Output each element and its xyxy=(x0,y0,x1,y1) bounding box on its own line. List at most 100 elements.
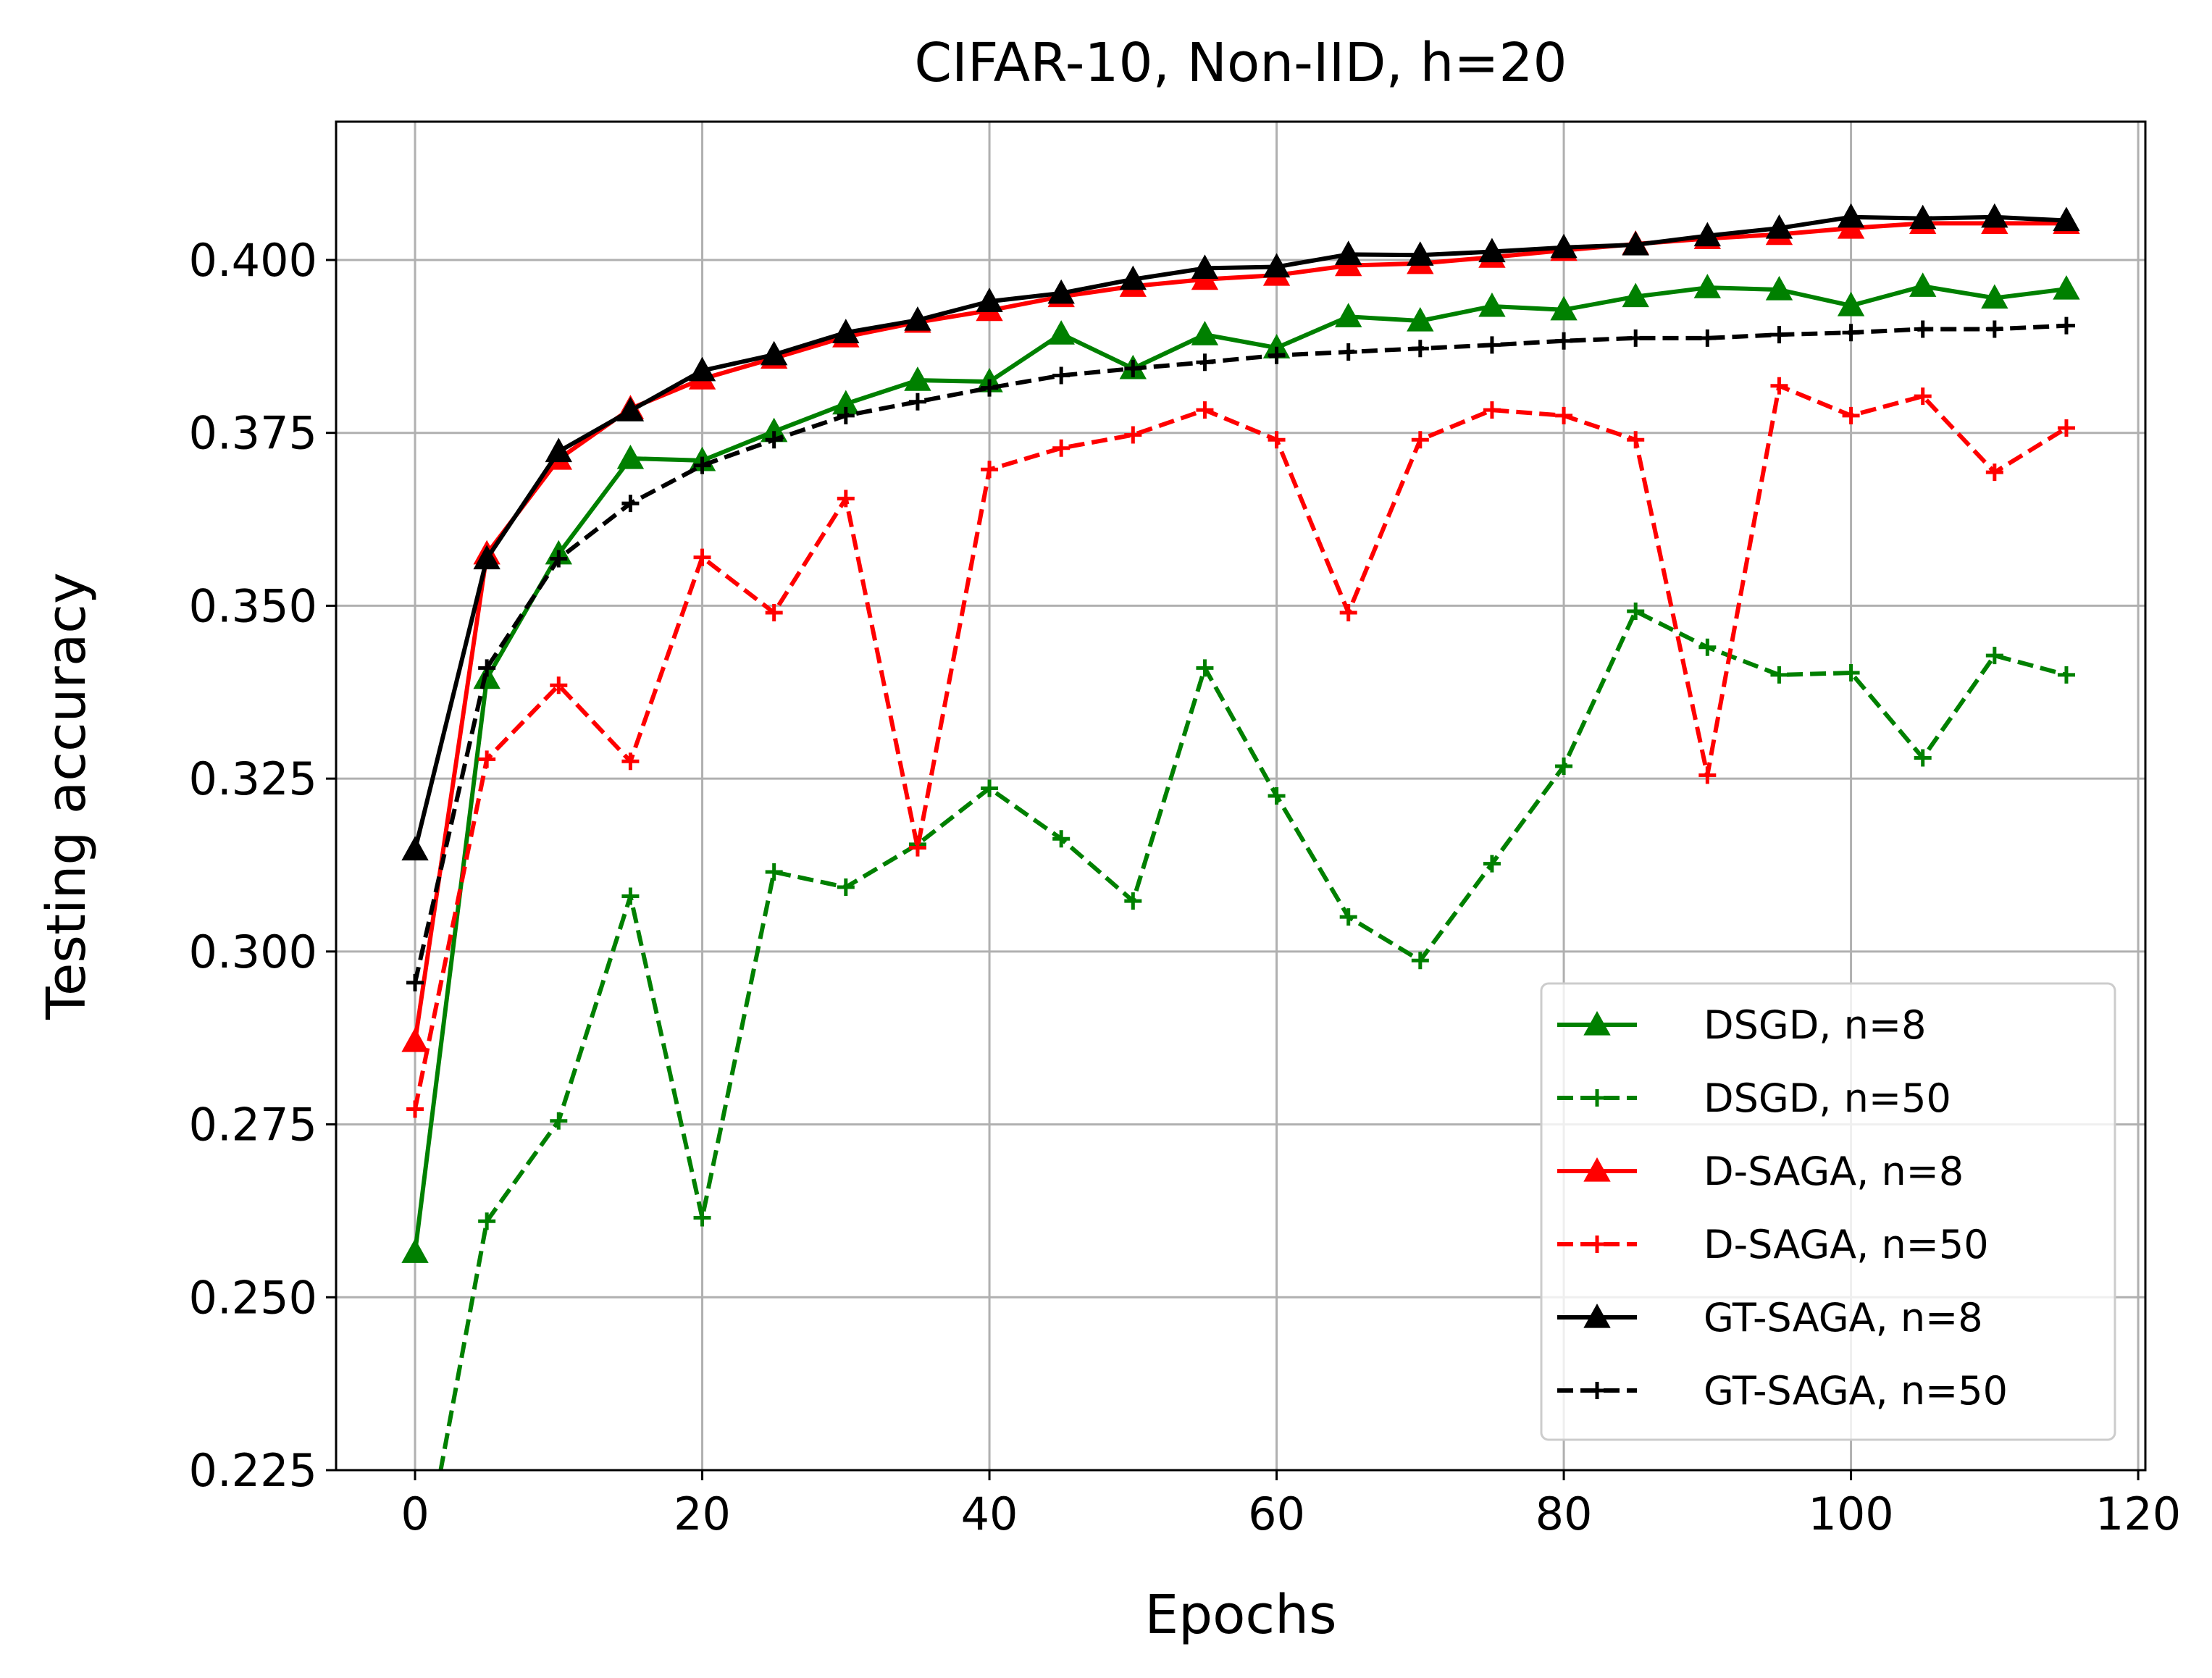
data-point xyxy=(1339,603,1357,621)
legend-marker xyxy=(1583,1303,1611,1328)
data-point xyxy=(406,973,424,991)
data-point xyxy=(1124,892,1142,910)
data-point xyxy=(1842,664,1860,682)
data-point xyxy=(693,1209,711,1227)
series-5 xyxy=(401,203,2080,861)
data-point xyxy=(1262,253,1291,278)
data-point xyxy=(688,356,716,382)
legend-marker xyxy=(1583,1157,1611,1182)
data-point xyxy=(1770,666,1788,684)
data-point xyxy=(1555,757,1573,775)
data-point xyxy=(765,603,783,621)
legend: DSGD, n=8 DSGD, n=50 D-SAGA, n=8 D-SAGA, n=… xyxy=(1540,982,2116,1441)
data-point xyxy=(1622,282,1649,308)
data-point xyxy=(1124,426,1142,444)
legend-label: GT-SAGA, n=8 xyxy=(1704,1295,1983,1341)
data-point xyxy=(2053,275,2080,300)
data-point xyxy=(1985,463,2003,482)
data-point xyxy=(1914,320,1932,338)
y-tick-label: 0.350 xyxy=(189,579,318,632)
data-point xyxy=(1052,830,1071,848)
x-tick-label: 120 xyxy=(2095,1488,2181,1540)
data-point xyxy=(473,545,500,570)
data-point xyxy=(1052,366,1071,385)
data-point xyxy=(1191,254,1219,280)
x-tick-label: 60 xyxy=(1248,1488,1305,1540)
data-point xyxy=(1985,320,2003,338)
data-point xyxy=(1698,329,1717,347)
data-point xyxy=(1693,222,1722,247)
data-point xyxy=(550,550,568,568)
data-point xyxy=(550,1112,568,1130)
series-6 xyxy=(406,316,2075,991)
y-tick-label: 0.375 xyxy=(189,407,318,460)
data-point xyxy=(904,366,931,391)
data-point xyxy=(1483,855,1501,873)
data-point xyxy=(1555,332,1573,350)
data-point xyxy=(2057,666,2075,684)
data-point xyxy=(981,779,999,797)
data-point xyxy=(1268,431,1286,449)
data-point xyxy=(1334,303,1362,327)
data-point xyxy=(1550,233,1578,259)
data-point xyxy=(1478,292,1506,317)
data-point xyxy=(1981,284,2008,309)
series-line xyxy=(413,323,2067,983)
legend-marker xyxy=(1588,1236,1606,1253)
data-point xyxy=(981,461,999,479)
data-point xyxy=(1411,431,1429,449)
data-point xyxy=(1693,274,1722,298)
data-point xyxy=(1627,431,1645,449)
data-point xyxy=(621,887,640,905)
legend-marker xyxy=(1588,1089,1606,1107)
data-point xyxy=(1627,329,1645,347)
x-tick-label: 40 xyxy=(961,1488,1018,1540)
series-2 xyxy=(438,603,2075,1470)
data-point xyxy=(1765,214,1793,239)
data-point xyxy=(401,1238,429,1263)
data-point xyxy=(1770,377,1788,395)
legend-box xyxy=(1540,982,2116,1441)
data-point xyxy=(1627,603,1645,621)
y-tick-label: 0.300 xyxy=(189,926,318,978)
legend-label: D-SAGA, n=50 xyxy=(1704,1222,1989,1267)
data-point xyxy=(478,659,496,677)
chart-title: CIFAR-10, Non-IID, h=20 xyxy=(914,32,1567,94)
data-point xyxy=(908,393,926,411)
legend-marker xyxy=(1588,1382,1606,1399)
y-tick-label: 0.400 xyxy=(189,234,318,287)
data-point xyxy=(401,1027,429,1052)
data-point xyxy=(478,1212,496,1230)
series-line xyxy=(413,221,2066,1042)
plot-frame xyxy=(335,120,2147,1472)
legend-entry: DSGD, n=50 xyxy=(1557,1075,1951,1121)
data-point xyxy=(1765,275,1793,301)
data-point xyxy=(2057,419,2075,437)
data-point xyxy=(616,444,645,469)
series-group xyxy=(401,203,2080,1470)
data-point xyxy=(1196,353,1214,372)
y-axis-label: Testing accuracy xyxy=(35,572,98,1020)
data-point xyxy=(1196,401,1214,419)
data-point xyxy=(1478,238,1506,263)
data-point xyxy=(1698,766,1717,784)
data-point xyxy=(1196,659,1214,677)
data-point xyxy=(908,839,926,857)
data-point xyxy=(616,397,645,421)
series-line xyxy=(438,609,2067,1470)
legend-label: GT-SAGA, n=50 xyxy=(1704,1368,2008,1414)
data-point xyxy=(1985,647,2003,665)
legend-label: DSGD, n=8 xyxy=(1704,1002,1926,1048)
data-point xyxy=(837,878,855,897)
series-line xyxy=(413,284,2067,1253)
data-point xyxy=(1124,359,1142,377)
legend-label: D-SAGA, n=8 xyxy=(1704,1149,1964,1194)
data-point xyxy=(760,340,788,366)
data-point xyxy=(1339,343,1357,361)
data-point xyxy=(621,752,640,771)
series-line xyxy=(413,383,2068,1110)
x-axis-label: Epochs xyxy=(1144,1584,1336,1646)
data-point xyxy=(1981,203,2008,228)
data-point xyxy=(1842,406,1860,424)
data-point xyxy=(1334,240,1362,265)
